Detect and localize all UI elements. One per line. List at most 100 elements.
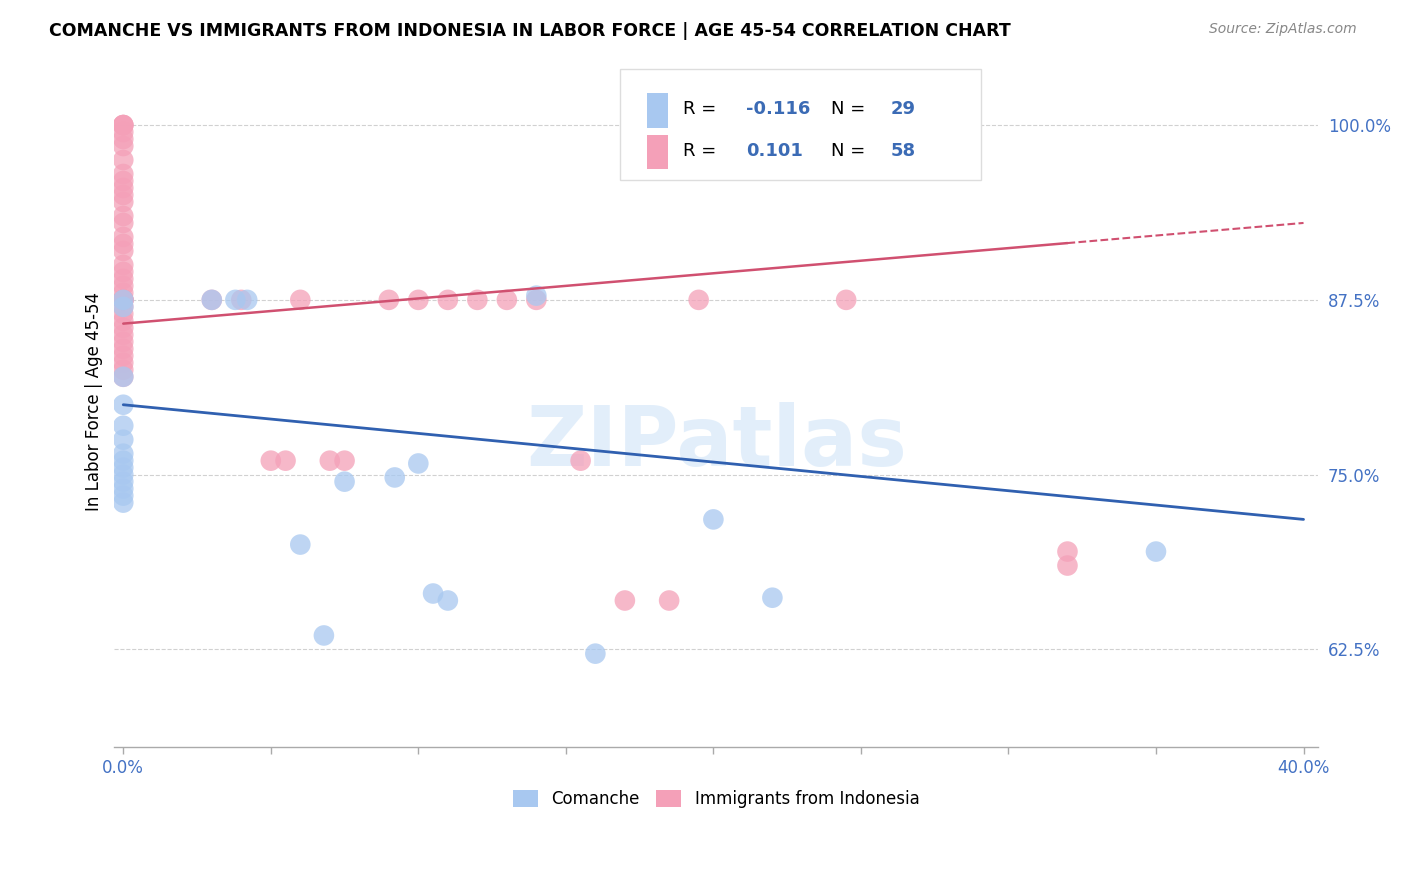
Point [112,293,135,307]
Point [112,244,135,258]
FancyBboxPatch shape [647,135,668,169]
Point [290,538,312,552]
Text: 58: 58 [891,142,917,160]
Point [112,278,135,293]
Text: R =: R = [683,100,721,118]
Point [112,230,135,244]
Y-axis label: In Labor Force | Age 45-54: In Labor Force | Age 45-54 [86,292,103,511]
Point [112,139,135,153]
Point [112,495,135,509]
Point [112,398,135,412]
Point [112,369,135,384]
Point [274,453,297,467]
Text: COMANCHE VS IMMIGRANTS FROM INDONESIA IN LABOR FORCE | AGE 45-54 CORRELATION CHA: COMANCHE VS IMMIGRANTS FROM INDONESIA IN… [49,22,1011,40]
Text: Source: ZipAtlas.com: Source: ZipAtlas.com [1209,22,1357,37]
Point [112,300,135,314]
Point [112,188,135,202]
Point [312,628,335,642]
Point [422,586,444,600]
Point [378,293,401,307]
Point [112,293,135,307]
Point [224,293,246,307]
Point [112,118,135,132]
Point [231,293,253,307]
Point [112,460,135,475]
Point [112,433,135,447]
Point [112,327,135,342]
Text: ZIPatlas: ZIPatlas [526,402,907,483]
Text: N =: N = [831,100,870,118]
Point [613,593,636,607]
Point [761,591,783,605]
Point [437,593,460,607]
Point [524,288,547,302]
Point [1144,544,1167,558]
Legend: Comanche, Immigrants from Indonesia: Comanche, Immigrants from Indonesia [506,784,927,815]
Point [437,293,460,307]
Point [835,293,858,307]
FancyBboxPatch shape [647,93,668,128]
Text: R =: R = [683,142,721,160]
Text: 29: 29 [891,100,915,118]
Point [333,475,356,489]
Point [112,153,135,167]
Point [112,307,135,321]
Point [333,453,356,467]
Point [112,363,135,377]
Point [260,453,283,467]
Point [1056,558,1078,573]
Point [112,285,135,300]
Point [112,265,135,279]
Point [112,475,135,489]
Point [112,293,135,307]
Point [112,334,135,349]
Point [495,293,517,307]
Point [569,453,592,467]
Point [658,593,681,607]
Point [112,209,135,223]
Point [112,181,135,195]
Point [112,125,135,139]
Point [112,489,135,503]
Text: 0.101: 0.101 [747,142,803,160]
Point [112,194,135,209]
Point [112,293,135,307]
Point [112,342,135,356]
Point [112,467,135,482]
Point [524,293,547,307]
Point [112,482,135,496]
Point [112,314,135,328]
Point [408,293,430,307]
Point [112,118,135,132]
Point [112,293,135,307]
Point [112,300,135,314]
FancyBboxPatch shape [620,69,981,179]
Point [688,293,710,307]
Point [112,167,135,181]
Point [112,118,135,132]
Point [112,293,135,307]
Point [201,293,224,307]
Point [112,132,135,146]
Point [112,272,135,286]
Point [702,512,724,526]
Point [112,356,135,370]
Point [236,293,259,307]
Point [112,453,135,467]
Point [290,293,312,307]
Point [112,236,135,251]
Point [319,453,342,467]
Point [112,418,135,433]
Point [112,321,135,335]
Text: N =: N = [831,142,870,160]
Point [201,293,224,307]
Point [112,216,135,230]
Point [1056,544,1078,558]
Point [112,258,135,272]
Point [112,174,135,188]
Point [467,293,489,307]
Point [408,457,430,471]
Point [583,647,606,661]
Text: -0.116: -0.116 [747,100,811,118]
Point [112,447,135,461]
